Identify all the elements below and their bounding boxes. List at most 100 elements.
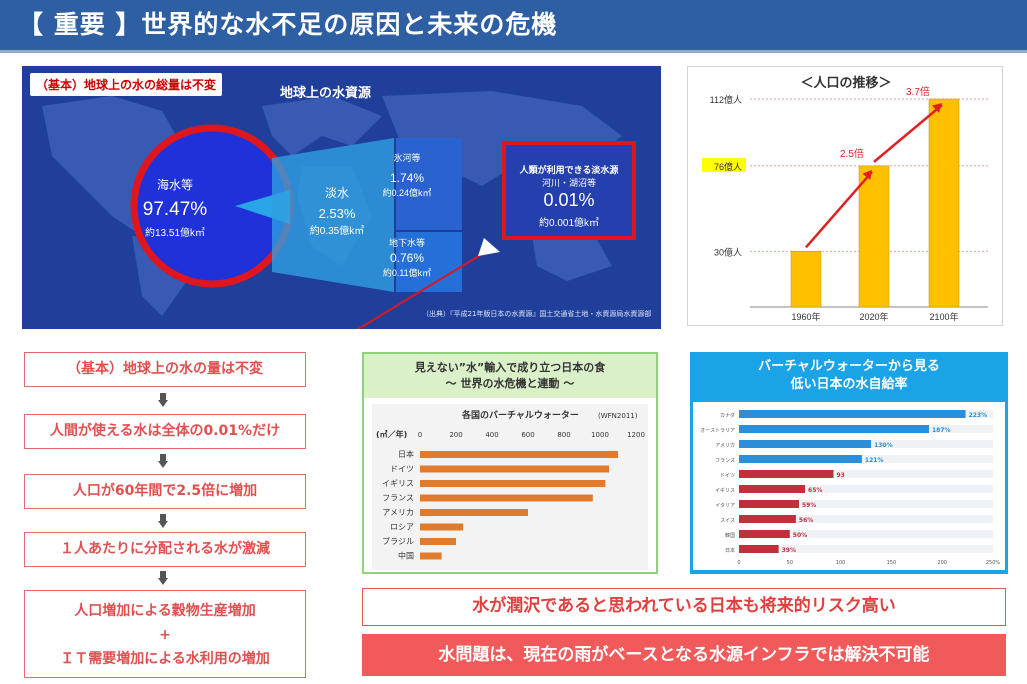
map-badge: （基本）地球上の水の総量は不変 [30, 73, 223, 96]
population-x-tick-label: 1960年 [791, 311, 820, 322]
usable-pct: 0.01% [543, 190, 595, 210]
flow-step-5-line1: 人口増加による穀物生産増加 [74, 603, 256, 619]
self-sufficiency-value-label: 65% [808, 487, 822, 494]
flow-step-5-line2: ＩＴ需要増加による水利用の増加 [60, 651, 270, 667]
population-annotation: 3.7倍 [906, 85, 930, 98]
ground-pct: 0.76% [389, 251, 425, 265]
sea-pct: 97.47% [142, 199, 208, 220]
ice-label: 氷河等 [393, 153, 421, 163]
fresh-pct: 2.53% [318, 206, 356, 221]
self-sufficiency-track [739, 485, 993, 493]
virtual-water-x-tick-label: 400 [485, 431, 498, 439]
virtual-water-category-label: ロシア [390, 523, 414, 532]
virtual-water-bar [420, 552, 442, 560]
virtual-water-x-tick-label: 200 [449, 431, 462, 439]
sea-amount: 約13.51億k㎥ [144, 228, 206, 239]
self-sufficiency-category-label: イタリア [715, 502, 735, 509]
self-sufficiency-track [739, 455, 993, 463]
self-sufficiency-track [739, 470, 993, 478]
virtual-water-bar [420, 465, 609, 473]
self-sufficiency-track [739, 530, 993, 538]
self-sufficiency-category-label: フランス [715, 458, 735, 464]
flow-step-3: 人口が60年間で2.5倍に増加 [24, 474, 306, 509]
usable-label: 人類が利用できる淡水源 [519, 165, 619, 175]
flow-arrow-icon [158, 514, 168, 528]
self-sufficiency-category-label: スイス [720, 518, 735, 524]
self-sufficiency-value-label: 187% [932, 427, 951, 434]
self-sufficiency-category-label: アメリカ [715, 443, 735, 449]
population-growth-arrow [873, 104, 943, 163]
self-sufficiency-value-label: 56% [799, 517, 813, 524]
virtual-water-heading: 見えない”水”輸入で成り立つ日本の食 [414, 361, 606, 374]
virtual-water-category-label: イギリス [382, 479, 414, 488]
population-tick-highlight [702, 157, 746, 172]
self-sufficiency-x-tick-label: 200 [937, 560, 947, 566]
population-x-tick-label: 2020年 [859, 311, 888, 322]
map-title: 地球上の水資源 [280, 86, 372, 101]
population-bar [928, 98, 960, 308]
self-sufficiency-value-label: 59% [802, 502, 816, 509]
flow-arrow-icon [158, 571, 168, 585]
self-sufficiency-bar [739, 530, 790, 538]
flow-step-5-plus: + [159, 627, 171, 643]
self-sufficiency-category-label: カナダ [720, 412, 735, 419]
self-sufficiency-value-label: 50% [793, 532, 807, 539]
virtual-water-unit: (㎥／年) [376, 429, 407, 439]
virtual-water-bar [420, 509, 528, 516]
usable-sub: 河川・湖沼等 [541, 178, 596, 188]
self-sufficiency-bar [739, 500, 799, 508]
virtual-water-category-label: 日本 [398, 449, 414, 459]
virtual-water-source: (WFN2011) [598, 412, 638, 420]
virtual-water-header: 見えない”水”輸入で成り立つ日本の食 ～ 世界の水危機と連動 ～ [364, 354, 656, 398]
flow-arrow-icon [158, 393, 168, 407]
virtual-water-x-tick-label: 800 [557, 431, 570, 439]
flow-step-5: 人口増加による穀物生産増加 + ＩＴ需要増加による水利用の増加 [24, 590, 306, 678]
self-sufficiency-chart-svg: カナダ 223% オーストラリア 187% アメリカ 130% フランス 121% ドイツ 93 イ… [700, 410, 1000, 566]
population-chart-svg: ＜人口の推移＞ 30億人 76億人 112億人 1960年 2020年 2100年 2.5倍 3… [702, 75, 988, 322]
self-sufficiency-bar [739, 440, 872, 448]
virtual-water-chart-title: 各国のバーチャルウォーター [461, 409, 579, 421]
self-sufficiency-x-tick-label: 50 [787, 560, 793, 566]
population-arrowhead [862, 169, 872, 181]
page-title: 【 重要 】世界的な水不足の原因と未来の危機 [0, 0, 1027, 53]
virtual-water-panel: 見えない”水”輸入で成り立つ日本の食 ～ 世界の水危機と連動 ～ 各国のバーチャ… [362, 352, 658, 574]
self-sufficiency-category-label: 韓国 [725, 532, 735, 539]
flow-step-2: 人間が使える水は全体の0.01%だけ [24, 414, 306, 449]
self-sufficiency-value-label: 223% [969, 412, 988, 419]
self-sufficiency-track [739, 515, 993, 523]
self-sufficiency-bar [739, 545, 779, 553]
virtual-water-bar [420, 523, 464, 531]
self-sufficiency-x-tick-label: 0 [737, 560, 740, 566]
self-sufficiency-x-tick-label: 150 [887, 560, 897, 566]
self-sufficiency-bar [739, 410, 966, 418]
population-x-tick-label: 2100年 [929, 311, 958, 322]
self-sufficiency-value-label: 93 [836, 472, 844, 479]
self-sufficiency-heading: バーチャルウォーターから見る [758, 359, 940, 374]
map-graphic [42, 91, 636, 329]
virtual-water-x-tick-label: 0 [418, 431, 422, 439]
self-sufficiency-track [739, 545, 993, 553]
self-sufficiency-bar [739, 455, 862, 463]
self-sufficiency-chart: カナダ 223% オーストラリア 187% アメリカ 130% フランス 121% ドイツ 93 イ… [693, 402, 1005, 570]
population-bar [790, 251, 822, 308]
sea-label: 海水等 [156, 178, 193, 192]
self-sufficiency-track [739, 500, 993, 508]
virtual-water-x-tick-label: 1000 [591, 431, 609, 439]
virtual-water-chart: 各国のバーチャルウォーター (WFN2011) (㎥／年) 0 200 400 600 800… [372, 404, 648, 570]
self-sufficiency-category-label: イギリス [715, 488, 735, 494]
self-sufficiency-bar [739, 425, 929, 433]
conclusion-message-1: 水が潤沢であると思われている日本も将来的リスク高い [362, 588, 1006, 626]
population-bar [858, 165, 890, 308]
virtual-water-subheading: ～ 世界の水危機と連動 ～ [445, 377, 575, 390]
self-sufficiency-category-label: 日本 [725, 547, 735, 554]
virtual-water-bar [420, 538, 456, 545]
self-sufficiency-category-label: ドイツ [720, 473, 735, 479]
fresh-amount: 約0.35億k㎥ [309, 226, 365, 237]
virtual-water-category-label: ドイツ [390, 465, 414, 474]
population-y-tick-label: 112億人 [710, 94, 742, 105]
virtual-water-category-label: フランス [382, 494, 414, 503]
self-sufficiency-value-label: 130% [874, 442, 893, 449]
water-resources-map: （基本）地球上の水の総量は不変 地球上の水資源 海水等 97.47% 約13.5… [22, 66, 661, 329]
population-growth-arrow [805, 171, 873, 249]
virtual-water-category-label: 中国 [398, 551, 414, 561]
